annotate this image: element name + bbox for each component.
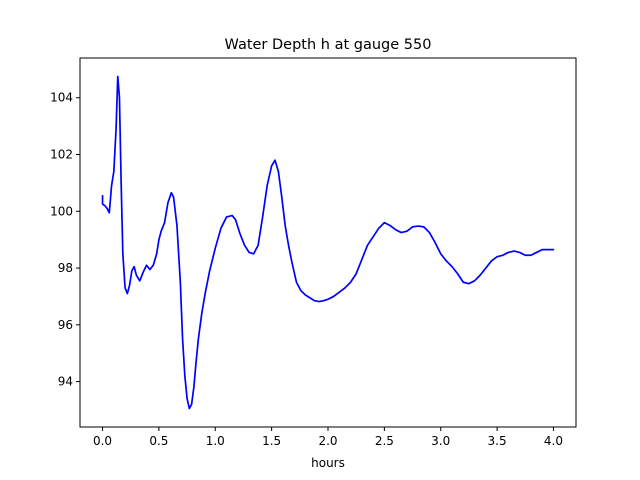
y-tick-label: 100 xyxy=(50,204,73,218)
y-tick-label: 104 xyxy=(50,91,73,105)
x-tick-label: 1.0 xyxy=(206,434,225,448)
x-tick-label: 2.0 xyxy=(318,434,337,448)
x-tick-label: 2.5 xyxy=(375,434,394,448)
x-tick-label: 1.5 xyxy=(262,434,281,448)
x-axis-label: hours xyxy=(311,456,345,470)
x-tick-label: 3.5 xyxy=(488,434,507,448)
chart-title: Water Depth h at gauge 550 xyxy=(225,37,432,53)
series-line-0 xyxy=(101,75,555,410)
y-tick-label: 96 xyxy=(58,318,73,332)
y-tick-label: 102 xyxy=(50,148,73,162)
y-tick-label: 94 xyxy=(58,375,73,389)
x-tick-label: 4.0 xyxy=(544,434,563,448)
x-axis-ticks: 0.0 0.5 1.0 1.5 2.0 2.5 3.0 3.5 4.0 xyxy=(93,427,563,448)
x-tick-label: 0.0 xyxy=(93,434,112,448)
plot-frame xyxy=(79,57,577,428)
x-tick-label: 3.0 xyxy=(431,434,450,448)
series-layer xyxy=(101,75,555,410)
x-tick-label: 0.5 xyxy=(149,434,168,448)
y-tick-label: 98 xyxy=(58,261,73,275)
y-axis-ticks: 94 96 98 100 102 104 xyxy=(50,91,80,389)
